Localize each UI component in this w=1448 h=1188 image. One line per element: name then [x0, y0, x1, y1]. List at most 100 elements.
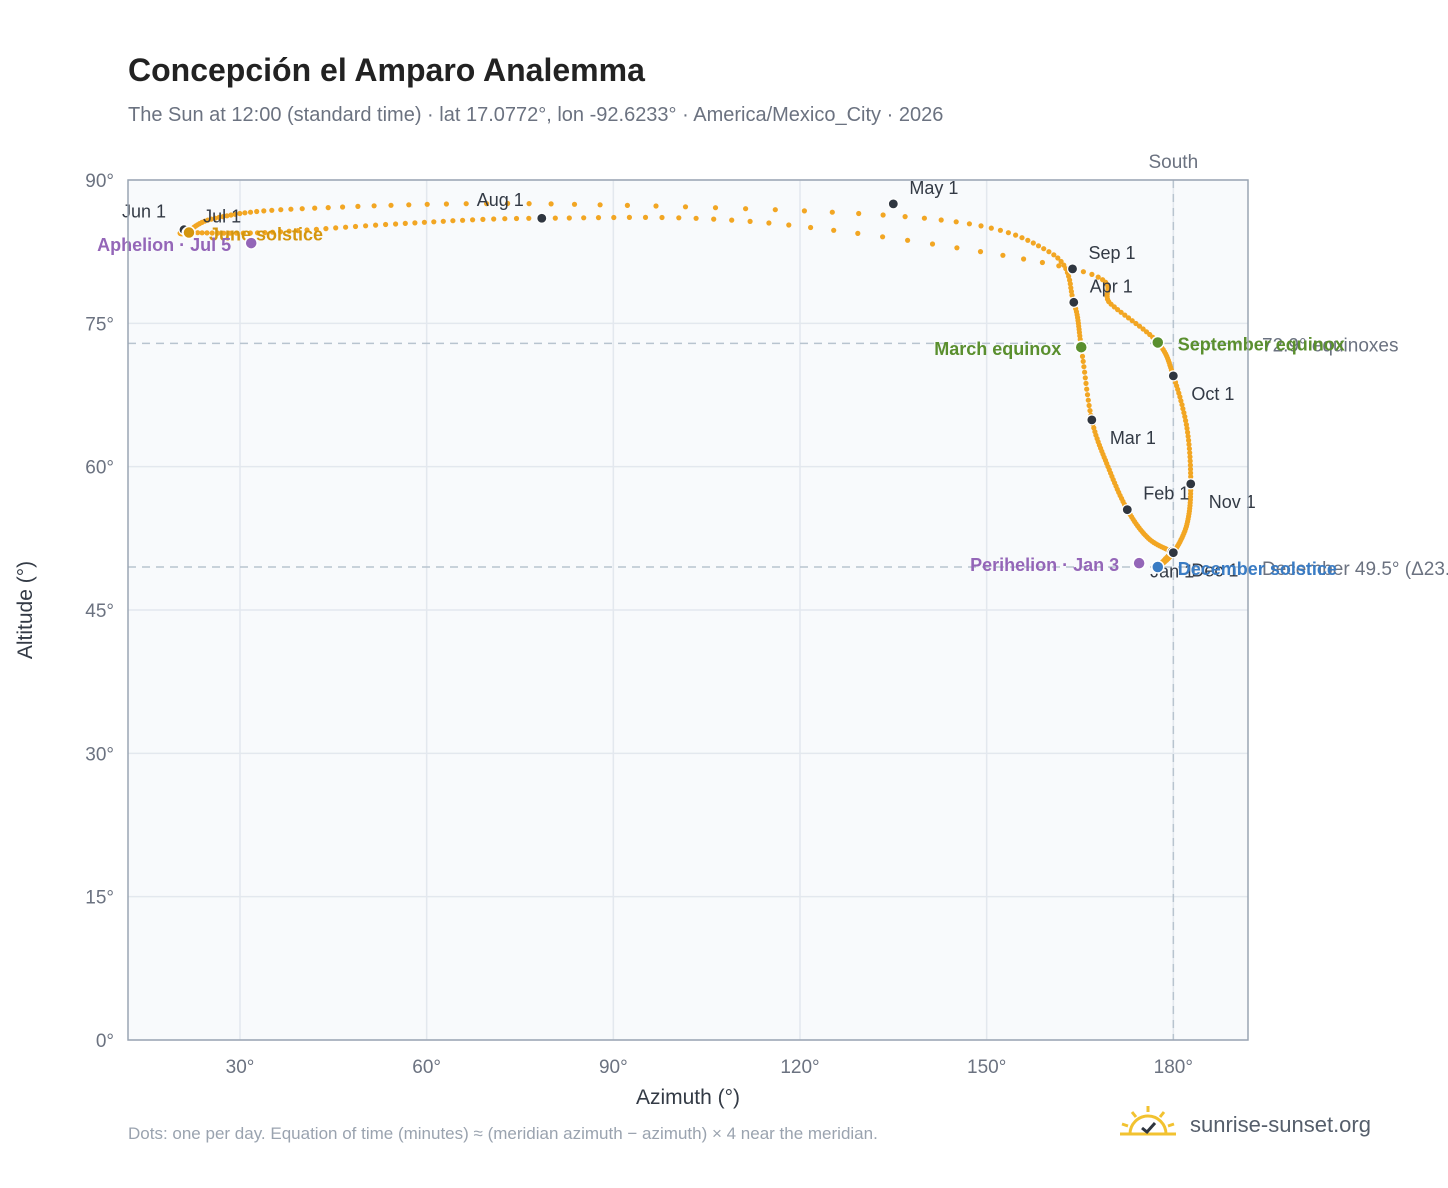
day-dot: [548, 201, 554, 207]
day-dot: [352, 223, 359, 230]
month-marker: [536, 212, 548, 224]
day-dot: [1187, 466, 1194, 472]
plot-frame: [127, 179, 1249, 1041]
day-dot: [953, 219, 959, 225]
day-dot: [597, 202, 603, 208]
month-marker: [1086, 414, 1098, 426]
day-dot: [247, 230, 253, 236]
day-dot: [921, 215, 928, 221]
day-dot: [228, 212, 234, 218]
day-dot: [304, 227, 310, 233]
day-dot: [1085, 397, 1091, 403]
day-dot: [642, 214, 649, 220]
sun-check-icon: [1120, 1106, 1176, 1136]
day-dot: [325, 205, 331, 211]
day-dot: [729, 217, 735, 223]
reference-lines: South 72.9° equinoxes December 49.5° (Δ23.…: [128, 152, 1448, 1040]
day-dot: [1125, 315, 1132, 321]
day-dot: [997, 227, 1004, 233]
day-dot: [199, 230, 205, 236]
day-dot: [831, 227, 837, 233]
day-dot: [855, 230, 861, 236]
day-dot: [682, 204, 689, 210]
x-axis-title: Azimuth (°): [636, 1086, 740, 1109]
day-dot: [240, 230, 246, 236]
day-dot: [1084, 386, 1090, 392]
day-dot: [443, 201, 449, 207]
month-marker: [1167, 370, 1179, 382]
day-dot: [1186, 437, 1192, 443]
day-dot: [1129, 318, 1135, 324]
day-dot: [1013, 232, 1019, 238]
day-dot: [611, 214, 617, 221]
day-dot: [747, 218, 753, 224]
day-dot: [484, 201, 490, 207]
day-dot: [269, 207, 275, 213]
day-dot: [1055, 255, 1061, 261]
month-marker: [1066, 263, 1079, 275]
month-label: Sep 1: [1089, 243, 1136, 263]
day-dot: [988, 225, 994, 231]
day-dot: [1068, 285, 1074, 291]
december-altitude-line-label: December 49.5° (Δ23.4°): [1262, 559, 1448, 580]
day-dot: [1187, 454, 1193, 460]
y-tick-label: 0°: [96, 1031, 114, 1052]
day-dot: [491, 216, 497, 222]
day-dot: [247, 209, 254, 215]
day-dot: [355, 203, 361, 209]
day-dot: [333, 225, 339, 231]
day-dot: [278, 229, 284, 235]
x-tick-label: 150°: [967, 1057, 1006, 1078]
day-dot: [1179, 402, 1185, 408]
day-dot: [406, 202, 412, 208]
day-dot: [1021, 256, 1027, 262]
month-marker: [1167, 547, 1179, 559]
month-marker: [1121, 504, 1133, 516]
day-dot: [1185, 433, 1191, 439]
day-dot: [772, 207, 778, 213]
day-dot: [421, 219, 427, 225]
daily-dots: [177, 200, 1194, 570]
day-dot: [978, 223, 984, 229]
day-dot: [1133, 320, 1139, 327]
day-dot: [460, 217, 466, 223]
day-dot: [278, 207, 284, 213]
day-dot: [262, 230, 268, 236]
day-dot: [340, 204, 346, 210]
day-dot: [1089, 271, 1095, 277]
day-dot: [513, 215, 520, 222]
day-dot: [711, 216, 717, 222]
event-marker: [244, 236, 258, 250]
event-marker: [1132, 556, 1146, 570]
day-dot: [254, 230, 261, 236]
x-tick-label: 120°: [780, 1057, 819, 1078]
day-dot: [470, 217, 476, 223]
day-dot: [829, 209, 835, 215]
month-label: Mar 1: [1110, 428, 1156, 448]
axis-ticks: 30° 60° 90° 120° 150° 180° 0° 15° 30° 45° 60° 75° 90…: [85, 171, 1193, 1078]
brand-logo[interactable]: sunrise-sunset.org: [1118, 1102, 1398, 1150]
day-dot: [254, 208, 260, 215]
event-markers: March equinox September equinox June solst…: [97, 225, 1345, 579]
day-dot: [312, 205, 318, 211]
day-dot: [1118, 309, 1124, 315]
day-dot: [1186, 441, 1192, 448]
day-dot: [1058, 258, 1064, 265]
day-dot: [902, 214, 908, 220]
day-dot: [808, 224, 814, 231]
day-dot: [1080, 358, 1086, 364]
day-dot: [1188, 470, 1194, 476]
day-dot: [299, 206, 305, 212]
day-dot: [1182, 414, 1188, 420]
day-dot: [595, 215, 602, 221]
event-marker: [1151, 335, 1165, 350]
day-dot: [1091, 425, 1097, 431]
day-dot: [552, 215, 558, 221]
day-dot: [286, 228, 292, 234]
day-dot: [480, 216, 486, 222]
day-dot: [659, 214, 665, 221]
y-tick-label: 30°: [85, 744, 114, 765]
day-dot: [1136, 323, 1143, 329]
day-dot: [204, 230, 210, 236]
